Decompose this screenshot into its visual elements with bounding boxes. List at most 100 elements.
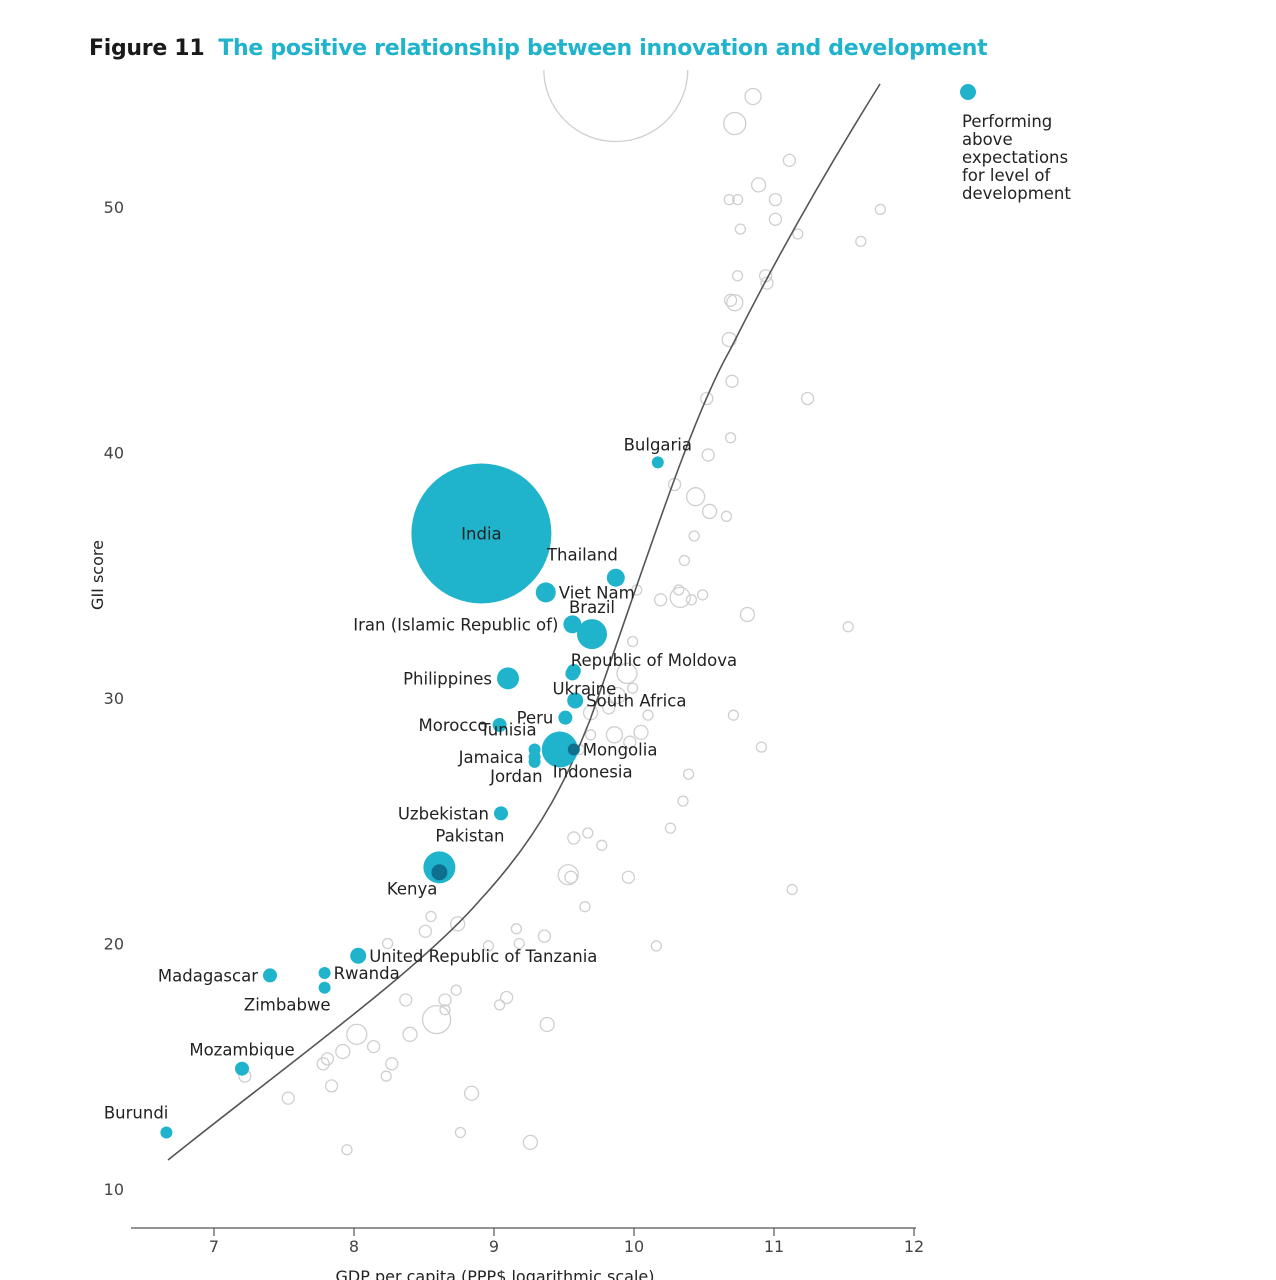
point-united-republic-of-tanzania: [350, 947, 367, 964]
point-label: Jamaica: [458, 748, 524, 767]
legend-text-line: Performing: [962, 112, 1052, 131]
other-economy-point: [720, 510, 733, 522]
point-label: Madagascar: [158, 966, 258, 985]
other-economy-point: [727, 709, 740, 721]
point-jordan: [528, 755, 541, 768]
point-burundi: [160, 1126, 173, 1139]
highlighted-economies-points: [160, 456, 664, 1139]
point-label: Kenya: [387, 879, 437, 898]
other-economy-point: [543, 70, 689, 143]
point-bulgaria: [651, 456, 664, 469]
x-tick-label: 11: [764, 1237, 784, 1256]
other-economy-point: [281, 1091, 295, 1105]
point-label: Burundi: [104, 1104, 169, 1123]
other-economy-point: [439, 1004, 451, 1016]
point-viet-nam: [535, 582, 556, 603]
other-economy-point: [726, 294, 744, 312]
point-mozambique: [235, 1061, 249, 1076]
other-economy-point: [685, 487, 706, 507]
y-tick-label: 10: [104, 1180, 124, 1199]
other-economy-point: [449, 916, 466, 932]
other-economy-point: [673, 584, 685, 596]
other-economy-point: [316, 1057, 330, 1071]
x-axis: 7 8 9 10 11 12: [131, 1227, 924, 1256]
other-economy-point: [621, 870, 636, 884]
other-economy-point: [721, 331, 737, 348]
point-madagascar: [263, 968, 277, 983]
figure-header: Figure 11 The positive relationship betwe…: [89, 36, 988, 61]
point-label: Mozambique: [189, 1041, 294, 1060]
other-economy-point: [608, 686, 626, 705]
other-economy-point: [626, 682, 639, 694]
other-economy-point: [723, 293, 738, 307]
other-economy-point: [346, 1023, 368, 1045]
point-peru: [558, 710, 573, 725]
other-economy-point: [744, 87, 762, 106]
point-thailand: [606, 568, 625, 587]
figure-label: Figure 11: [89, 36, 205, 61]
point-label: Philippines: [403, 669, 492, 688]
other-economy-point: [493, 999, 506, 1011]
point-indonesia: [541, 731, 578, 768]
other-economy-point: [454, 1126, 467, 1139]
x-axis-title: GDP per capita (PPP$ logarithmic scale): [336, 1267, 655, 1280]
other-economy-point: [724, 432, 737, 444]
point-label: Republic of Moldova: [571, 651, 737, 670]
x-tick-label: 9: [489, 1237, 499, 1256]
other-economy-point: [701, 448, 715, 462]
y-tick-label: 50: [104, 198, 124, 217]
point-label: Jordan: [489, 767, 543, 786]
other-economy-point: [450, 984, 462, 996]
other-economy-point: [768, 212, 783, 226]
other-economy-point: [750, 177, 767, 193]
point-morocco: [492, 718, 507, 733]
other-economy-point: [381, 937, 394, 950]
other-economy-point: [677, 795, 689, 807]
other-economy-point: [324, 1079, 339, 1093]
point-label: Uzbekistan: [398, 804, 489, 823]
point-uzbekistan: [494, 806, 508, 821]
other-economy-point: [522, 1134, 539, 1151]
point-label: Bulgaria: [624, 435, 692, 454]
other-economy-point: [366, 1039, 381, 1054]
point-ukraine: [565, 666, 580, 681]
x-tick-label: 10: [624, 1237, 644, 1256]
point-label: Rwanda: [334, 964, 400, 983]
other-economy-point: [731, 193, 744, 206]
other-economy-point: [768, 192, 783, 207]
other-economy-point: [678, 554, 691, 567]
other-economy-point: [582, 827, 594, 839]
other-economy-point: [537, 929, 552, 943]
point-label: Thailand: [546, 546, 618, 565]
x-tick-label: 8: [349, 1237, 359, 1256]
other-economy-point: [669, 586, 691, 608]
y-axis-title: GII score: [88, 540, 107, 610]
other-economy-point: [421, 1004, 452, 1035]
other-economy-point: [557, 864, 579, 886]
other-economy-point: [463, 1085, 480, 1101]
y-tick-label: 40: [104, 444, 124, 463]
other-economy-point: [418, 924, 433, 938]
legend-marker: [960, 84, 976, 100]
point-mongolia: [567, 743, 580, 756]
figure-title: The positive relationship between innova…: [218, 36, 988, 61]
point-label: Mongolia: [583, 741, 658, 760]
point-label: India: [461, 525, 502, 544]
other-economy-point: [755, 741, 768, 753]
other-economy-point: [499, 990, 514, 1005]
point-south-africa: [567, 692, 584, 709]
other-economy-point: [734, 223, 747, 235]
other-economy-point: [725, 374, 739, 388]
y-tick-label: 20: [104, 935, 124, 954]
other-economy-point: [385, 1057, 399, 1071]
other-economy-point: [564, 870, 578, 884]
point-label: Morocco: [419, 716, 488, 735]
other-economy-point: [596, 839, 608, 851]
point-label: Pakistan: [435, 826, 504, 845]
other-economy-point: [633, 724, 649, 741]
other-economy-point: [605, 726, 624, 744]
legend-text-line: development: [962, 184, 1071, 203]
x-tick-label: 12: [904, 1237, 924, 1256]
point-label: United Republic of Tanzania: [369, 947, 597, 966]
